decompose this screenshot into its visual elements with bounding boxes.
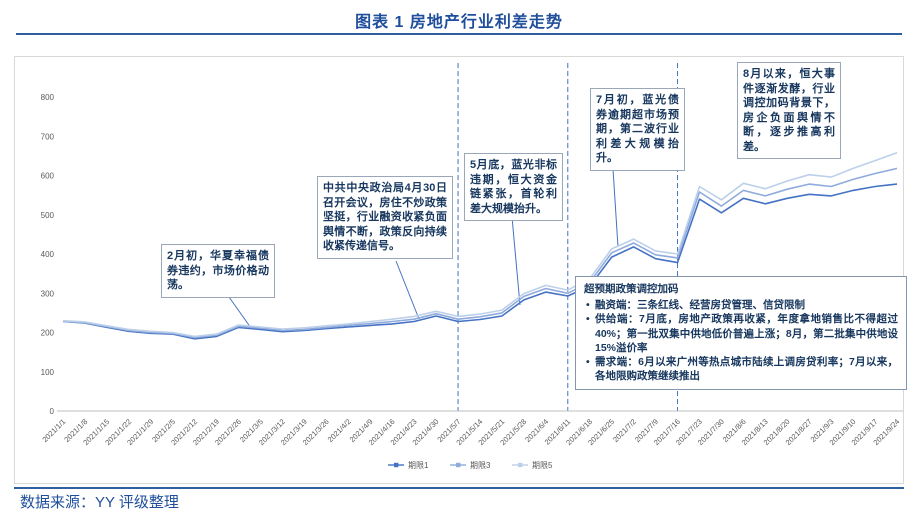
annotation-huaxia-default: 2月初，华夏幸福债券违约，市场价格动荡。 [161,244,275,298]
legend-marker [456,462,461,468]
series-line [62,167,898,339]
annotation-languang-may: 5月底，蓝光非标违期，恒大资金链紧张，首轮利差大规模抬升。 [464,153,563,222]
legend-label: 期限1 [408,461,429,470]
legend-label: 期限3 [470,461,491,470]
y-tick-label: 100 [41,368,55,377]
spread-trend-line-chart: 01002003004005006007008002021/1/12021/1/… [40,63,903,470]
y-tick-label: 600 [41,172,55,181]
y-tick-label: 300 [41,289,55,298]
callout-leader-line [511,216,521,306]
annotation-politburo-meeting: 中共中央政治局4月30日召开会议，房住不炒政策坚挺，行业融资收紧负面舆情不断，政… [317,176,453,259]
policy-bullet-supply: 供给端：7月底，房地产政策再收紧，年度拿地销售比不得超过40%；第一批双集中供地… [584,312,898,355]
footer-divider [14,487,904,489]
y-tick-label: 700 [41,132,55,141]
series-line [62,151,898,338]
series-line [62,183,898,340]
callout-leader-line [395,260,420,320]
callout-leader-line [228,296,252,329]
title-divider [16,33,902,35]
legend-marker [518,462,523,468]
annotation-languang-july: 7月初，蓝光债券逾期超市场预期，第二波行业利差大规模抬升。 [590,88,685,171]
policy-bullet-financing: 融资端：三条红线、经营房贷管理、信贷限制 [584,298,898,312]
policy-bullet-list: 融资端：三条红线、经营房贷管理、信贷限制 供给端：7月底，房地产政策再收紧，年度… [584,298,898,383]
legend-label: 期限5 [532,461,553,470]
policy-box: 超预期政策调控加码 融资端：三条红线、经营房贷管理、信贷限制 供给端：7月底，房… [575,276,907,391]
legend-marker [394,462,399,468]
y-tick-label: 500 [41,211,55,220]
data-source: 数据来源：YY 评级整理 [20,494,179,511]
chart-frame: 0 100 200 300 400 500 600 700 800 2021/1/1 2021/1/… [14,56,907,484]
y-tick-label: 400 [41,250,55,259]
chart-title: 图表 1 房地产行业利差走势 [355,14,563,31]
callout-leader-line [612,168,619,248]
annotation-evergrande-august: 8月以来，恒大事件逐渐发酵，行业调控加码背景下，房企负面舆情不断，逐步推高利差。 [737,62,841,160]
y-tick-label: 200 [41,329,55,338]
policy-box-title: 超预期政策调控加码 [584,283,679,295]
y-tick-label: 800 [41,93,55,102]
policy-bullet-demand: 需求端：6月以来广州等热点城市陆续上调房贷利率；7月以来，各地限购政策继续推出 [584,355,898,383]
y-tick-label: 0 [50,407,55,416]
